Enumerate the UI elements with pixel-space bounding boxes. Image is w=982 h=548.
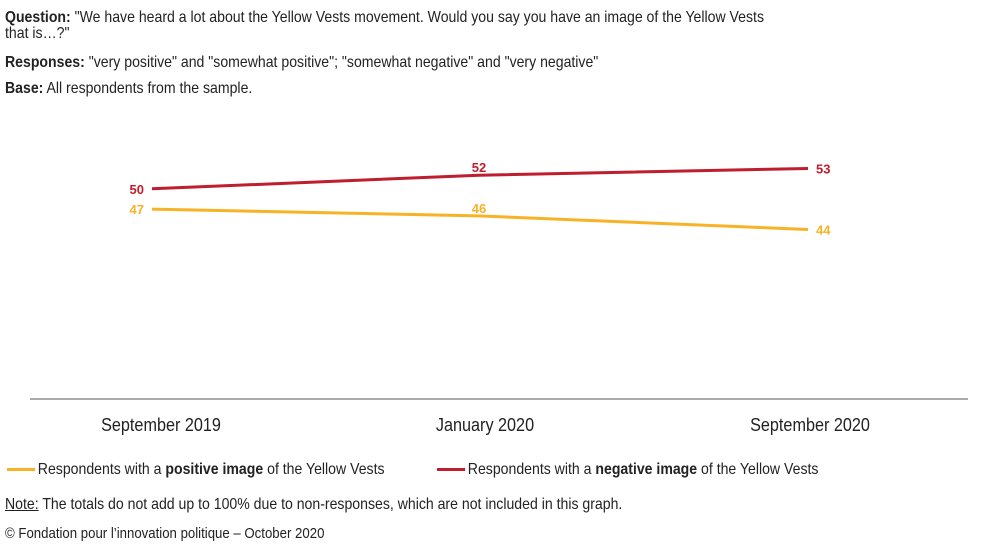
responses-label: Responses: [5,54,85,71]
series-line-1 [151,166,809,191]
x-tick-label: January 2020 [435,415,535,435]
legend-swatch [7,468,36,472]
x-tick-label: September 2019 [101,415,221,435]
base-label: Base: [5,80,44,97]
data-label: 53 [816,161,830,176]
legend-text: of the Yellow Vests [263,461,385,478]
legend-item-positive: Respondents with a positive image of the… [7,461,385,479]
data-label: 50 [130,182,144,197]
note-text: The totals do not add up to 100% due to … [38,496,623,513]
note-label: Note: [5,496,39,513]
series-line-0 [151,207,809,231]
legend-text: Respondents with a [467,461,596,478]
question: Question: "We have heard a lot about the… [5,10,764,42]
data-label: 44 [816,222,831,237]
base: Base: All respondents from the sample. [5,81,252,97]
responses: Responses: "very positive" and "somewhat… [5,55,598,71]
data-label: 46 [472,201,486,216]
responses-text: "very positive" and "somewhat positive";… [84,54,599,71]
question-text-2: that is…?" [5,25,70,42]
legend-bold: positive image [165,461,264,478]
note: Note: The totals do not add up to 100% d… [5,496,622,514]
legend-text: of the Yellow Vests [697,461,819,478]
legend-item-negative: Respondents with a negative image of the… [437,461,818,479]
question-text: "We have heard a lot about the Yellow Ve… [70,9,764,26]
data-label: 47 [130,202,144,217]
data-label: 52 [472,160,486,175]
legend-bold: negative image [595,461,698,478]
copyright: © Fondation pour l’innovation politique … [5,525,325,542]
legend-swatch [437,468,466,472]
x-tick-label: September 2020 [750,415,870,435]
base-text: All respondents from the sample. [43,80,253,97]
legend-text: Respondents with a [37,461,166,478]
question-label: Question: [5,9,71,26]
